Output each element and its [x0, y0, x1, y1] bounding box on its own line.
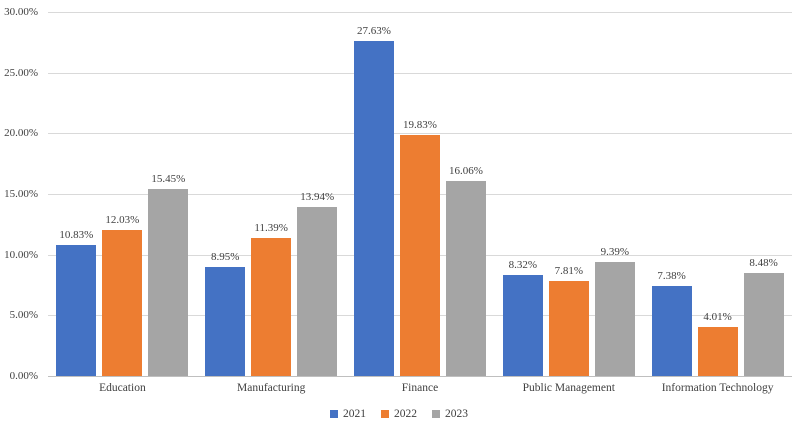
- legend-item-2023: 2023: [432, 408, 468, 420]
- bar-wrapper: 11.39%: [251, 12, 292, 376]
- bar-wrapper: 7.38%: [651, 12, 692, 376]
- bar-wrapper: 27.63%: [353, 12, 394, 376]
- y-tick-label: 30.00%: [4, 6, 38, 18]
- bar-wrapper: 10.83%: [56, 12, 97, 376]
- y-tick-label: 20.00%: [4, 127, 38, 140]
- bar-2021-finance: [353, 40, 394, 376]
- bar-value-label: 8.32%: [508, 259, 537, 272]
- gridline: [48, 12, 792, 13]
- legend-marker-2023: [432, 410, 440, 418]
- bar-value-label: 27.63%: [357, 24, 391, 37]
- legend-item-2021: 2021: [330, 408, 366, 420]
- plot-area: 10.83% 12.03% 15.45% 8.95% 11.39% 13.94% 27.63…: [48, 12, 792, 377]
- bar-wrapper: 15.45%: [148, 12, 189, 376]
- bar-group-information-technology: 7.38% 4.01% 8.48%: [643, 12, 792, 376]
- bar-group-public-management: 8.32% 7.81% 9.39%: [494, 12, 643, 376]
- bar-wrapper: 12.03%: [102, 12, 143, 376]
- bar-2023-information-technology: [743, 273, 784, 376]
- bar-group-education: 10.83% 12.03% 15.45%: [48, 12, 197, 376]
- x-category-label: Finance: [401, 382, 439, 394]
- y-tick-label: 0.00%: [9, 370, 38, 382]
- y-tick-label: 5.00%: [9, 309, 38, 322]
- legend-label-2021: 2021: [343, 408, 366, 420]
- bar-value-label: 11.39%: [254, 221, 288, 234]
- x-category-label: Information Technology: [661, 382, 774, 394]
- y-axis: 0.00% 5.00% 10.00% 15.00% 20.00% 25.00% 30.00%: [0, 6, 40, 382]
- legend: 2021 2022 2023: [0, 408, 798, 420]
- bar-2022-information-technology: [697, 327, 738, 376]
- bar-value-label: 7.38%: [657, 270, 686, 283]
- y-tick-label: 10.00%: [4, 248, 38, 261]
- y-tick-label: 15.00%: [4, 188, 38, 200]
- bar-wrapper: 19.83%: [399, 12, 440, 376]
- bar-2023-education: [148, 188, 189, 376]
- bar-value-label: 15.45%: [151, 172, 186, 185]
- x-axis: Education Manufacturing Finance Public Mana…: [48, 382, 792, 394]
- bar-group-manufacturing: 8.95% 11.39% 13.94%: [197, 12, 346, 376]
- bar-2023-finance: [445, 181, 486, 376]
- bar-2022-public-management: [548, 281, 589, 376]
- bar-wrapper: 13.94%: [297, 12, 338, 376]
- bar-2023-public-management: [594, 262, 635, 376]
- legend-marker-2022: [381, 410, 389, 418]
- legend-marker-2021: [330, 410, 338, 418]
- bar-wrapper: 4.01%: [697, 12, 738, 376]
- bar-2022-finance: [399, 135, 440, 376]
- bar-value-label: 19.83%: [403, 119, 437, 132]
- bar-value-label: 4.01%: [703, 311, 732, 324]
- gridline: [48, 133, 792, 135]
- bar-wrapper: 8.48%: [743, 12, 784, 376]
- bar-2022-manufacturing: [251, 237, 292, 376]
- bar-value-label: 13.94%: [300, 190, 335, 203]
- legend-label-2023: 2023: [445, 408, 468, 420]
- legend-item-2022: 2022: [381, 408, 417, 420]
- x-category-label: Manufacturing: [237, 382, 306, 394]
- x-category-label: Public Management: [522, 382, 615, 394]
- bar-wrapper: 8.95%: [205, 12, 246, 376]
- bar-wrapper: 8.32%: [502, 12, 543, 376]
- y-tick-label: 25.00%: [4, 66, 38, 79]
- bar-2021-public-management: [502, 275, 543, 376]
- legend-label-2022: 2022: [394, 408, 417, 420]
- bar-2021-information-technology: [651, 286, 692, 376]
- bar-groups: 10.83% 12.03% 15.45% 8.95% 11.39% 13.94% 27.63…: [48, 12, 792, 376]
- bar-2022-education: [102, 230, 143, 376]
- bar-2023-manufacturing: [297, 206, 338, 376]
- bar-value-label: 12.03%: [105, 214, 140, 227]
- bar-value-label: 10.83%: [59, 228, 94, 241]
- bar-wrapper: 16.06%: [445, 12, 486, 376]
- bar-wrapper: 7.81%: [548, 12, 589, 376]
- bar-value-label: 16.06%: [449, 165, 483, 178]
- gridline: [48, 72, 792, 74]
- bar-2021-manufacturing: [205, 267, 246, 376]
- bar-wrapper: 9.39%: [594, 12, 635, 376]
- bar-value-label: 7.81%: [554, 265, 583, 278]
- bar-value-label: 9.39%: [600, 246, 629, 259]
- bar-2021-education: [56, 244, 97, 376]
- bar-group-finance: 27.63% 19.83% 16.06%: [346, 12, 495, 376]
- bar-value-label: 8.95%: [210, 251, 240, 264]
- x-category-label: Education: [99, 382, 146, 394]
- bar-value-label: 8.48%: [749, 257, 778, 270]
